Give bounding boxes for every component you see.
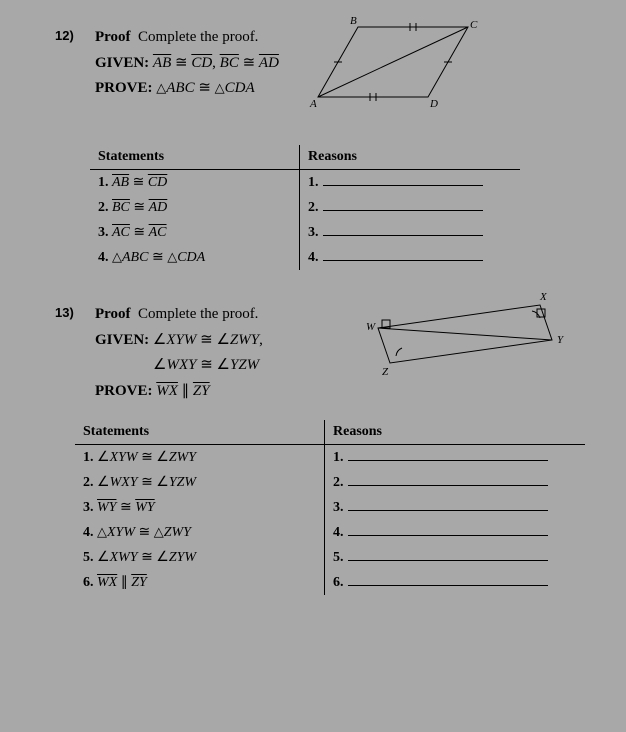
proof-table-13: Statements Reasons 1. XYW ZWY 1. 2. WXY … [75, 420, 585, 595]
reason-blank[interactable] [348, 574, 548, 586]
reason-blank[interactable] [348, 449, 548, 461]
reason-blank[interactable] [348, 549, 548, 561]
table-row: 1. AB CD 1. [90, 170, 520, 195]
table-row: 2. WXY YZW 2. [75, 470, 585, 495]
col-reasons: Reasons [300, 145, 520, 170]
problem-number-12: 12) [55, 28, 74, 43]
svg-text:W: W [366, 321, 376, 333]
svg-text:C: C [470, 19, 478, 31]
problem-number-13: 13) [55, 305, 74, 320]
table-row: 4. ABC CDA 4. [90, 245, 520, 270]
reason-blank[interactable] [348, 499, 548, 511]
quadrilateral-diagram: W X Y Z [360, 290, 580, 390]
table-row: 3. WY WY 3. [75, 495, 585, 520]
table-row: 5. XWY ZYW 5. [75, 545, 585, 570]
table-row: 4. XYW ZWY 4. [75, 520, 585, 545]
table-row: 1. XYW ZWY 1. [75, 445, 585, 470]
reason-blank[interactable] [323, 174, 483, 186]
given-line-2: WXY YZW [95, 353, 365, 379]
svg-text:X: X [539, 291, 548, 303]
table-row: 3. AC AC 3. [90, 220, 520, 245]
table-row: 6. WX ZY 6. [75, 570, 585, 595]
reason-blank[interactable] [348, 474, 548, 486]
given-line-1: GIVEN: XYW ZWY, [95, 328, 365, 354]
proof-instruction: Proof Complete the proof. [95, 302, 365, 328]
reason-blank[interactable] [348, 524, 548, 536]
reason-blank[interactable] [323, 249, 483, 261]
problem-13-header: Proof Complete the proof. GIVEN: XYW ZWY… [95, 302, 365, 404]
col-statements: Statements [90, 145, 300, 170]
col-reasons: Reasons [325, 420, 585, 445]
reason-blank[interactable] [323, 199, 483, 211]
col-statements: Statements [75, 420, 325, 445]
proof-table-12: Statements Reasons 1. AB CD 1. 2. BC AD … [90, 145, 520, 270]
parallelogram-diagram: A B C D [300, 15, 500, 115]
table-row: 2. BC AD 2. [90, 195, 520, 220]
svg-text:B: B [350, 15, 357, 27]
svg-text:A: A [309, 98, 317, 110]
svg-text:D: D [429, 98, 438, 110]
svg-text:Z: Z [382, 366, 389, 378]
prove-line: PROVE: WX ZY [95, 379, 365, 405]
reason-blank[interactable] [323, 224, 483, 236]
svg-text:Y: Y [557, 334, 565, 346]
